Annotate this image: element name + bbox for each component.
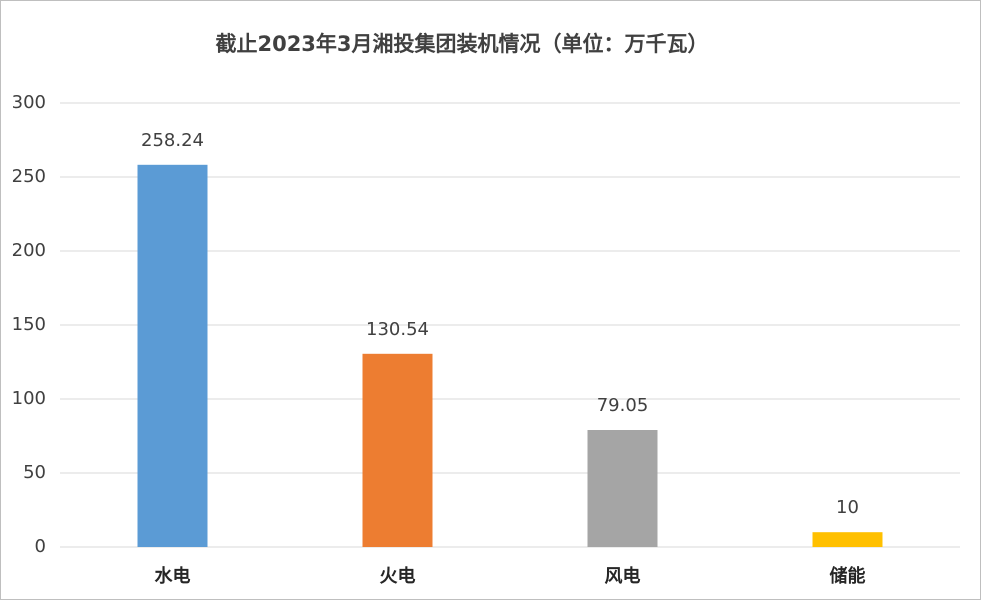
value-label: 10 <box>836 497 859 518</box>
x-tick-label: 风电 <box>605 565 641 587</box>
y-tick-label: 50 <box>23 462 46 483</box>
value-label: 130.54 <box>366 319 429 340</box>
y-tick-label: 150 <box>12 314 46 335</box>
y-tick-label: 300 <box>12 92 46 113</box>
x-tick-label: 储能 <box>829 565 866 587</box>
bar <box>137 164 208 547</box>
bar <box>812 532 883 547</box>
bar <box>587 430 658 547</box>
value-label: 258.24 <box>141 130 204 151</box>
x-tick-label: 水电 <box>155 565 191 587</box>
chart-title: 截止2023年3月湘投集团装机情况（单位：万千瓦） <box>215 32 708 56</box>
value-label: 79.05 <box>597 395 649 416</box>
y-tick-label: 200 <box>12 240 46 261</box>
bar <box>362 353 433 547</box>
y-tick-label: 0 <box>35 536 46 557</box>
x-tick-label: 火电 <box>380 565 416 587</box>
y-tick-label: 250 <box>12 166 46 187</box>
y-tick-label: 100 <box>12 388 46 409</box>
